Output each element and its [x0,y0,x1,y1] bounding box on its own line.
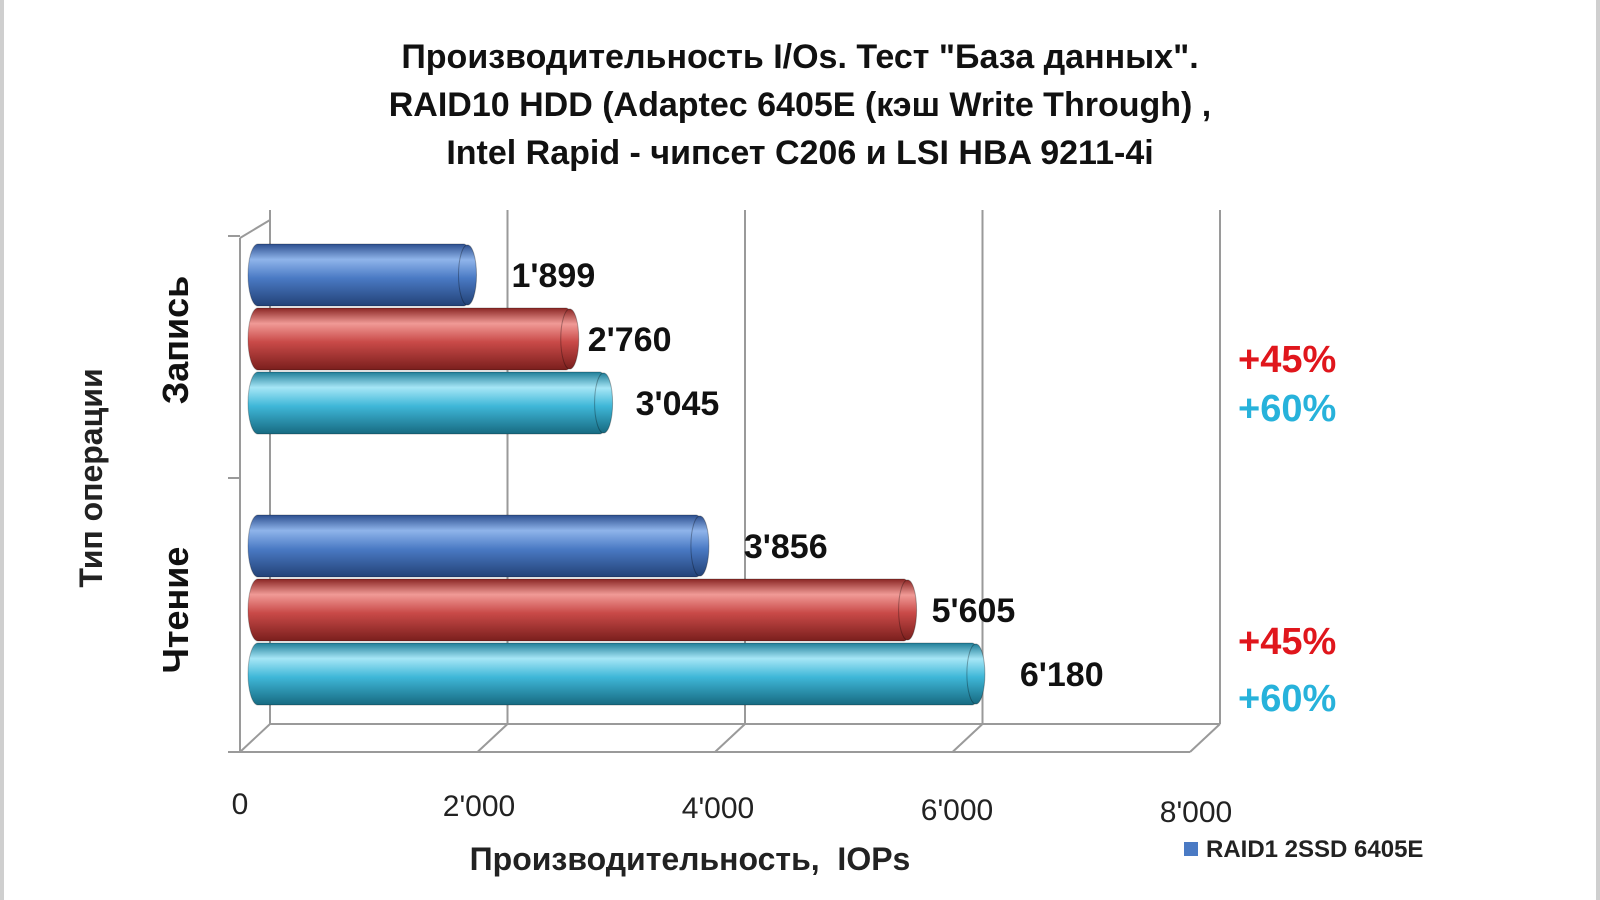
bar-cap-Запись-2 [594,372,614,434]
category-label-0: Запись [155,276,196,405]
value-label-Чтение-0: 3'856 [744,528,828,566]
chart-title-line-1: Производительность I/Os. Тест "База данн… [401,38,1198,76]
frame-left-edge [0,0,4,900]
bar-body-Запись-2 [247,371,611,435]
y-axis-title: Тип операции [73,368,109,587]
floor-grid-4 [1189,723,1221,753]
bar-body-Запись-1 [247,307,577,371]
bar-Чтение-0 [247,514,710,578]
x-tick-label-1: 2'000 [443,790,515,823]
frame-right-edge [1596,0,1600,900]
bar-Запись-1 [247,307,580,371]
x-tick-label-0: 0 [232,788,249,821]
bar-body-Запись-0 [247,243,475,307]
value-label-Запись-2: 3'045 [636,385,720,423]
floor-grid-0 [239,723,271,753]
category-label-1: Чтение [155,547,196,674]
value-label-Чтение-2: 6'180 [1020,656,1104,694]
x-tick-label-group: 0 2'000 4'000 6'000 8'000 [232,788,1233,829]
annotation-group: +45% +60% +45% +60% [1238,339,1336,720]
annotation-1: +60% [1238,388,1336,430]
value-label-Чтение-1: 5'605 [932,592,1016,630]
bar-Запись-0 [247,243,478,307]
bar-Чтение-2 [247,642,986,706]
value-label-Запись-0: 1'899 [512,257,596,295]
bar-group [247,243,986,706]
legend-label-raid1-2ssd: RAID1 2SSD 6405E [1206,836,1423,863]
wall-top-edge [239,219,271,239]
legend: RAID1 2SSD 6405E [1184,836,1423,863]
x-tick-label-2: 4'000 [682,792,754,825]
bar-body-Чтение-0 [247,514,707,578]
x-axis-title: Производительность, IOPs [470,841,911,877]
x-tick-label-3: 6'000 [921,794,993,827]
bar-cap-Запись-1 [560,308,580,370]
bar-Чтение-1 [247,578,918,642]
bar-cap-Чтение-1 [898,579,918,641]
x-tick-label-4: 8'000 [1160,796,1232,829]
bar-body-Чтение-1 [247,578,915,642]
floor-grid-2 [714,723,746,753]
category-label-group: Запись Чтение [155,276,196,674]
annotation-0: +45% [1238,339,1336,381]
annotation-2: +45% [1238,621,1336,663]
bar-cap-Запись-0 [458,244,478,306]
chart-title-line-3: Intel Rapid - чипсет С206 и LSI HBA 9211… [446,134,1153,172]
legend-swatch-raid1-2ssd [1184,842,1198,856]
floor-grid-3 [951,723,984,753]
value-label-Запись-1: 2'760 [588,321,672,359]
bar-body-Чтение-2 [247,642,983,706]
floor-grid-1 [476,723,509,753]
bar-cap-Чтение-0 [690,515,710,577]
annotation-3: +60% [1238,678,1336,720]
chart-title-line-2: RAID10 HDD (Adaptec 6405E (кэш Write Thr… [389,86,1212,124]
bar-cap-Чтение-2 [966,643,986,705]
bar-Запись-2 [247,371,614,435]
